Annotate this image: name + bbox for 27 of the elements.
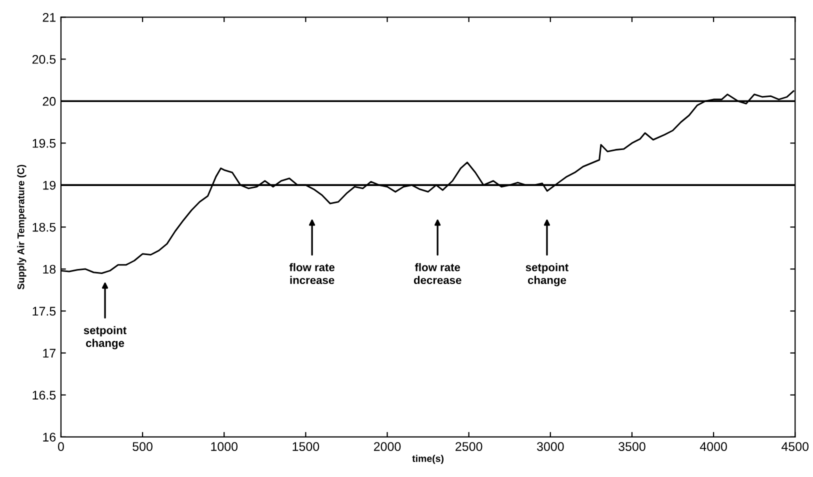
x-tick-label: 4000 [700, 442, 727, 451]
y-tick-label: 20 [42, 96, 56, 106]
x-tick-label: 500 [132, 442, 152, 451]
x-tick-label: 1000 [211, 442, 238, 451]
x-tick-label: 0 [58, 442, 64, 451]
y-tick-label: 17 [43, 348, 56, 358]
x-tick-label: 3000 [536, 442, 564, 451]
x-tick-label: 1500 [292, 442, 320, 451]
x-tick-label: 2000 [374, 442, 401, 451]
y-axis-title: Supply Air Temperature (C) [17, 164, 26, 290]
x-tick-label: 2500 [456, 442, 482, 451]
y-tick-label: 17.5 [32, 306, 56, 316]
y-tick-label: 19 [43, 180, 56, 190]
annotation: setpoint change [84, 326, 126, 350]
x-axis-title: time(s) [412, 454, 444, 464]
y-tick-label: 21 [42, 12, 56, 22]
x-tick-label: 4500 [782, 442, 809, 451]
y-tick-label: 16.5 [32, 390, 56, 400]
y-tick-label: 19.5 [32, 138, 56, 148]
annotation: flow rate increase [289, 263, 335, 284]
annotation: flow rate decrease [414, 263, 462, 284]
y-tick-label: 18 [43, 264, 56, 274]
y-tick-label: 16 [43, 432, 56, 442]
y-tick-label: 18.5 [32, 222, 56, 232]
annotation: setpoint change [526, 263, 568, 286]
x-tick-label: 3500 [618, 442, 646, 451]
y-tick-label: 20.5 [32, 54, 56, 64]
